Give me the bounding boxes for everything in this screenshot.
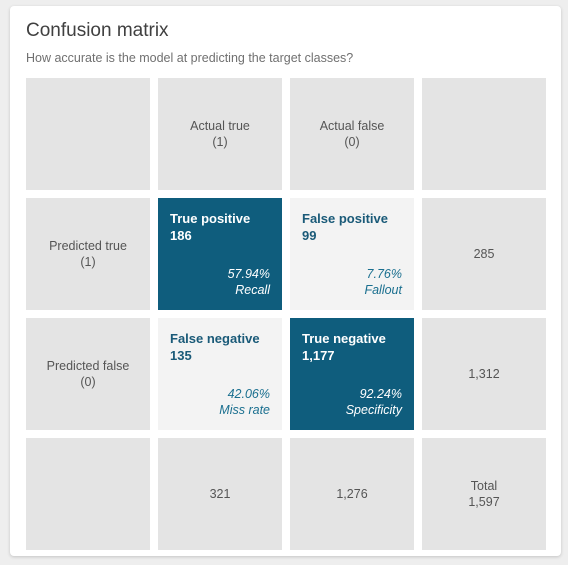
column-total-actual-true: 321 bbox=[158, 438, 282, 550]
true-negative-percent: 92.24% bbox=[346, 386, 402, 402]
false-negative-percent: 42.06% bbox=[219, 386, 270, 402]
false-positive-label: False positive bbox=[302, 210, 388, 227]
false-positive-metric: Fallout bbox=[364, 282, 402, 298]
row-total-value: 1,312 bbox=[468, 366, 499, 382]
false-positive-cell[interactable]: False positive 99 7.76% Fallout bbox=[290, 198, 414, 310]
false-positive-percent: 7.76% bbox=[364, 266, 402, 282]
column-total-value: 321 bbox=[210, 486, 231, 502]
column-header-actual-false: Actual false (0) bbox=[290, 78, 414, 190]
row-header-label: Predicted false bbox=[47, 358, 130, 374]
column-header-label: Actual true bbox=[190, 118, 250, 134]
column-header-actual-true: Actual true (1) bbox=[158, 78, 282, 190]
true-negative-label: True negative bbox=[302, 330, 386, 347]
true-negative-count: 1,177 bbox=[302, 347, 386, 364]
grand-total-value: 1,597 bbox=[468, 494, 499, 510]
false-negative-cell[interactable]: False negative 135 42.06% Miss rate bbox=[158, 318, 282, 430]
false-negative-metric: Miss rate bbox=[219, 402, 270, 418]
grand-total-cell: Total 1,597 bbox=[422, 438, 546, 550]
row-total-value: 285 bbox=[474, 246, 495, 262]
row-total-predicted-true: 285 bbox=[422, 198, 546, 310]
true-positive-cell[interactable]: True positive 186 57.94% Recall bbox=[158, 198, 282, 310]
column-header-value: (1) bbox=[212, 134, 227, 150]
corner-cell-top-left bbox=[26, 78, 150, 190]
true-positive-metric: Recall bbox=[228, 282, 270, 298]
row-header-value: (0) bbox=[80, 374, 95, 390]
column-header-value: (0) bbox=[344, 134, 359, 150]
true-positive-label: True positive bbox=[170, 210, 250, 227]
false-negative-count: 135 bbox=[170, 347, 260, 364]
column-total-value: 1,276 bbox=[336, 486, 367, 502]
false-positive-count: 99 bbox=[302, 227, 388, 244]
row-header-value: (1) bbox=[80, 254, 95, 270]
card-subtitle: How accurate is the model at predicting … bbox=[26, 51, 353, 65]
confusion-matrix-card: Confusion matrix How accurate is the mod… bbox=[10, 6, 561, 556]
row-header-predicted-false: Predicted false (0) bbox=[26, 318, 150, 430]
row-header-predicted-true: Predicted true (1) bbox=[26, 198, 150, 310]
false-negative-label: False negative bbox=[170, 330, 260, 347]
row-header-label: Predicted true bbox=[49, 238, 127, 254]
true-negative-cell[interactable]: True negative 1,177 92.24% Specificity bbox=[290, 318, 414, 430]
corner-cell-top-right bbox=[422, 78, 546, 190]
column-header-label: Actual false bbox=[320, 118, 385, 134]
true-negative-metric: Specificity bbox=[346, 402, 402, 418]
corner-cell-bottom-left bbox=[26, 438, 150, 550]
row-total-predicted-false: 1,312 bbox=[422, 318, 546, 430]
grand-total-label: Total bbox=[471, 478, 497, 494]
column-total-actual-false: 1,276 bbox=[290, 438, 414, 550]
card-title: Confusion matrix bbox=[26, 20, 169, 42]
true-positive-percent: 57.94% bbox=[228, 266, 270, 282]
true-positive-count: 186 bbox=[170, 227, 250, 244]
